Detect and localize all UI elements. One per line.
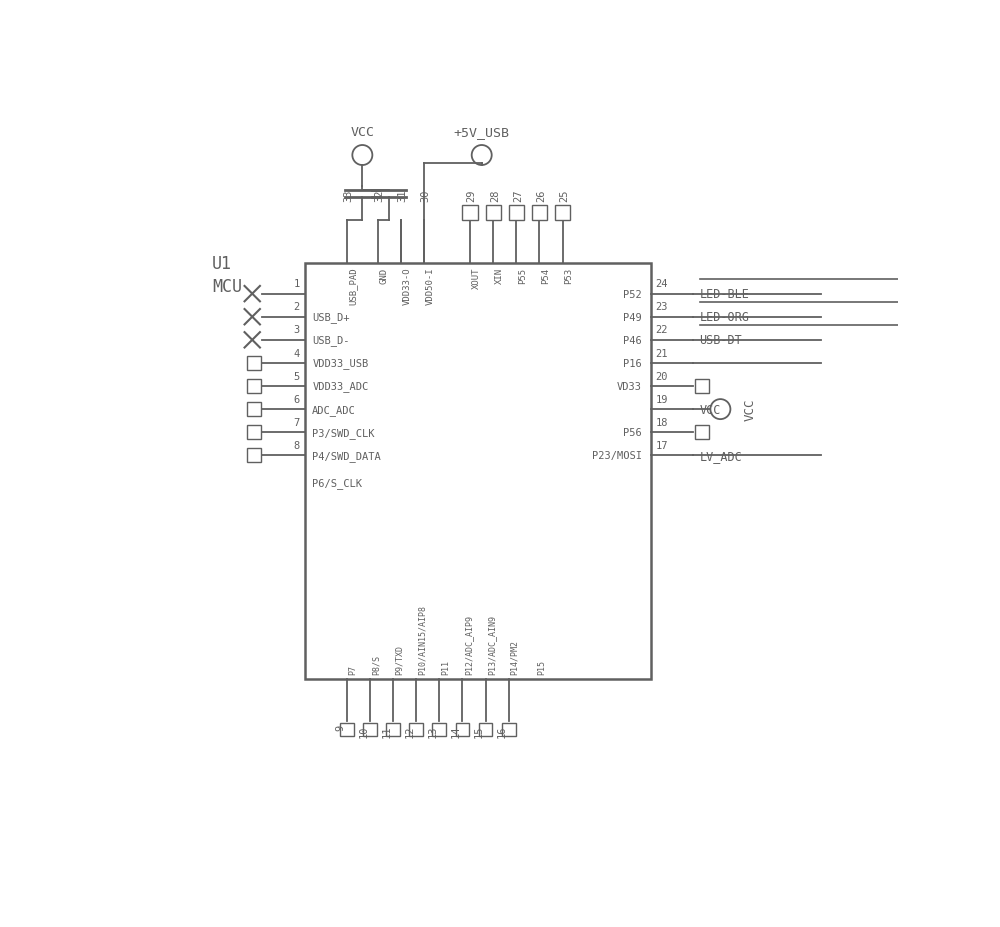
Text: 12: 12 bbox=[405, 724, 415, 737]
Bar bbox=[247, 402, 261, 416]
Text: LV_ADC: LV_ADC bbox=[700, 450, 742, 463]
Bar bbox=[247, 357, 261, 371]
Text: 24: 24 bbox=[656, 279, 668, 289]
Text: 14: 14 bbox=[451, 724, 461, 737]
Text: VCC: VCC bbox=[743, 399, 756, 421]
Text: 26: 26 bbox=[536, 189, 546, 202]
Text: P12/ADC_AIP9: P12/ADC_AIP9 bbox=[464, 615, 473, 674]
Bar bbox=[386, 723, 400, 737]
Text: 13: 13 bbox=[428, 724, 438, 737]
Text: P7: P7 bbox=[348, 665, 357, 674]
Bar bbox=[247, 449, 261, 463]
Bar bbox=[695, 425, 709, 439]
Text: 28: 28 bbox=[490, 189, 500, 202]
Text: P10/AIN15/AIP8: P10/AIN15/AIP8 bbox=[418, 604, 427, 674]
Text: VD33: VD33 bbox=[617, 382, 642, 391]
Text: USB_PAD: USB_PAD bbox=[348, 267, 357, 305]
Text: VDD33-O: VDD33-O bbox=[402, 267, 411, 305]
Text: VCC: VCC bbox=[350, 126, 374, 139]
Bar bbox=[695, 380, 709, 394]
Bar bbox=[340, 723, 354, 737]
Text: 17: 17 bbox=[656, 440, 668, 451]
Text: MCU: MCU bbox=[212, 277, 242, 296]
Text: P11: P11 bbox=[441, 659, 450, 674]
Text: P56: P56 bbox=[623, 427, 642, 438]
Text: 15: 15 bbox=[474, 724, 484, 737]
Text: VCC: VCC bbox=[700, 403, 721, 416]
Text: P13/ADC_AIN9: P13/ADC_AIN9 bbox=[487, 615, 496, 674]
Text: 23: 23 bbox=[656, 302, 668, 312]
Text: P16: P16 bbox=[623, 359, 642, 369]
Text: 1: 1 bbox=[294, 279, 300, 289]
Text: 20: 20 bbox=[656, 371, 668, 381]
Text: 21: 21 bbox=[656, 349, 668, 358]
Text: VDD50-I: VDD50-I bbox=[425, 267, 434, 305]
Text: P54: P54 bbox=[541, 267, 550, 284]
Text: 9: 9 bbox=[335, 724, 345, 730]
Bar bbox=[247, 425, 261, 439]
Text: P55: P55 bbox=[518, 267, 527, 284]
Text: P8/S: P8/S bbox=[372, 654, 381, 674]
Text: P49: P49 bbox=[623, 312, 642, 323]
Bar bbox=[509, 206, 524, 222]
Text: 33: 33 bbox=[343, 189, 353, 202]
Text: P53: P53 bbox=[564, 267, 573, 284]
Text: P9/TXD: P9/TXD bbox=[395, 644, 404, 674]
Text: P23/MOSI: P23/MOSI bbox=[592, 451, 642, 461]
Text: P46: P46 bbox=[623, 336, 642, 346]
Text: USB_D-: USB_D- bbox=[312, 335, 350, 346]
Bar bbox=[502, 723, 516, 737]
Text: GND: GND bbox=[379, 267, 388, 284]
Text: XIN: XIN bbox=[495, 267, 504, 284]
Text: P6/S_CLK: P6/S_CLK bbox=[312, 477, 362, 489]
Text: U1: U1 bbox=[212, 255, 232, 273]
Text: ADC_ADC: ADC_ADC bbox=[312, 404, 356, 415]
Text: 29: 29 bbox=[467, 189, 477, 202]
Bar bbox=[363, 723, 377, 737]
Text: P3/SWD_CLK: P3/SWD_CLK bbox=[312, 427, 375, 438]
Bar bbox=[247, 380, 261, 394]
Text: XOUT: XOUT bbox=[472, 267, 481, 289]
Text: 3: 3 bbox=[294, 325, 300, 335]
Bar bbox=[486, 206, 501, 222]
Text: 6: 6 bbox=[294, 394, 300, 404]
Text: 19: 19 bbox=[656, 394, 668, 404]
Text: 30: 30 bbox=[420, 189, 430, 202]
Text: VDD33_ADC: VDD33_ADC bbox=[312, 381, 369, 392]
Bar bbox=[432, 723, 446, 737]
Bar bbox=[305, 263, 651, 679]
Text: P14/PM2: P14/PM2 bbox=[510, 640, 519, 674]
Text: P4/SWD_DATA: P4/SWD_DATA bbox=[312, 451, 381, 462]
Bar bbox=[456, 723, 469, 737]
Bar bbox=[409, 723, 423, 737]
Text: 32: 32 bbox=[374, 189, 384, 202]
Text: USB-DT: USB-DT bbox=[700, 334, 742, 347]
Text: VDD33_USB: VDD33_USB bbox=[312, 358, 369, 369]
Text: 11: 11 bbox=[382, 724, 392, 737]
Text: 5: 5 bbox=[294, 371, 300, 381]
Text: 4: 4 bbox=[294, 349, 300, 358]
Text: P52: P52 bbox=[623, 289, 642, 299]
Bar bbox=[462, 206, 478, 222]
Text: 31: 31 bbox=[397, 189, 407, 202]
Text: USB_D+: USB_D+ bbox=[312, 311, 350, 323]
Text: 16: 16 bbox=[497, 724, 507, 737]
Text: 25: 25 bbox=[559, 189, 569, 202]
Text: LED-BLE: LED-BLE bbox=[700, 287, 749, 300]
Text: 27: 27 bbox=[513, 189, 523, 202]
Text: 18: 18 bbox=[656, 417, 668, 427]
Bar bbox=[555, 206, 570, 222]
Text: 7: 7 bbox=[294, 417, 300, 427]
Bar bbox=[479, 723, 492, 737]
Bar bbox=[532, 206, 547, 222]
Text: 2: 2 bbox=[294, 302, 300, 312]
Text: 8: 8 bbox=[294, 440, 300, 451]
Text: LED-ORG: LED-ORG bbox=[700, 311, 749, 324]
Text: P15: P15 bbox=[537, 659, 546, 674]
Text: 10: 10 bbox=[359, 724, 369, 737]
Text: +5V_USB: +5V_USB bbox=[454, 126, 510, 139]
Text: 22: 22 bbox=[656, 325, 668, 335]
